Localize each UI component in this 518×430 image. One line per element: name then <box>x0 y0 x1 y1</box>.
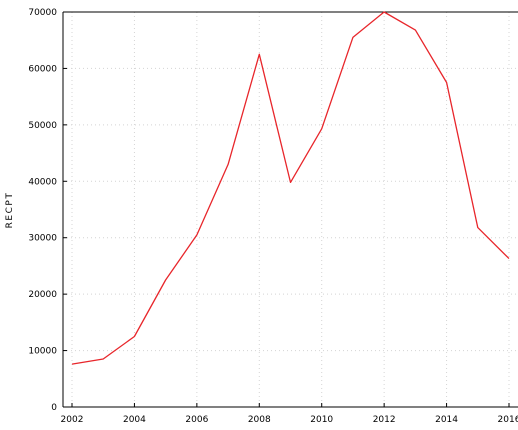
x-ticks: 2002 2004 2006 2008 2010 2012 2014 2016 <box>61 403 518 425</box>
x-tick-label: 2014 <box>435 415 458 425</box>
y-ticks: 0 10000 20000 30000 40000 50000 60000 70000 <box>28 8 67 413</box>
y-tick-label: 0 <box>51 403 57 413</box>
y-axis-label: RECPT <box>5 192 15 229</box>
x-tick-label: 2008 <box>248 415 271 425</box>
y-tick-label: 40000 <box>28 177 57 187</box>
y-tick-label: 10000 <box>28 347 57 357</box>
series-line-0 <box>71 11 510 365</box>
x-tick-label: 2002 <box>61 415 84 425</box>
x-tick-label: 2016 <box>498 415 518 425</box>
series-layer <box>71 11 510 365</box>
y-tick-label: 50000 <box>28 121 57 131</box>
y-tick-label: 30000 <box>28 234 57 244</box>
x-tick-label: 2012 <box>373 415 396 425</box>
y-tick-label: 60000 <box>28 64 57 74</box>
x-tick-label: 2006 <box>185 415 208 425</box>
x-tick-label: 2010 <box>310 415 333 425</box>
grid-lines <box>63 12 518 407</box>
y-tick-label: 70000 <box>28 8 57 18</box>
axes <box>62 11 518 408</box>
y-tick-label: 20000 <box>28 290 57 300</box>
x-tick-label: 2004 <box>123 415 146 425</box>
